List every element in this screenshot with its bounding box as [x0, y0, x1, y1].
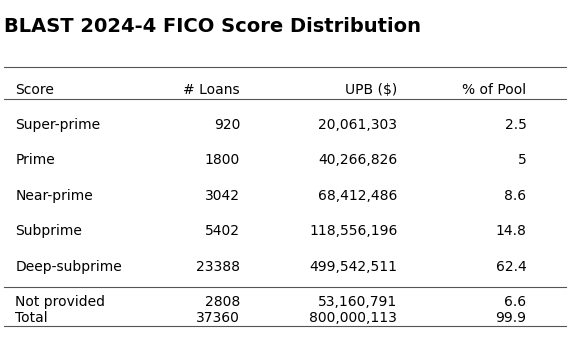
Text: BLAST 2024-4 FICO Score Distribution: BLAST 2024-4 FICO Score Distribution	[4, 17, 421, 36]
Text: Score: Score	[15, 83, 54, 97]
Text: 6.6: 6.6	[504, 295, 527, 309]
Text: 68,412,486: 68,412,486	[318, 188, 397, 203]
Text: 118,556,196: 118,556,196	[309, 224, 397, 238]
Text: 2808: 2808	[205, 295, 240, 309]
Text: 920: 920	[214, 118, 240, 131]
Text: 20,061,303: 20,061,303	[318, 118, 397, 131]
Text: 40,266,826: 40,266,826	[318, 153, 397, 167]
Text: Not provided: Not provided	[15, 295, 105, 309]
Text: 800,000,113: 800,000,113	[310, 311, 397, 326]
Text: 99.9: 99.9	[495, 311, 527, 326]
Text: Super-prime: Super-prime	[15, 118, 100, 131]
Text: Near-prime: Near-prime	[15, 188, 93, 203]
Text: 23388: 23388	[196, 259, 240, 274]
Text: 37360: 37360	[196, 311, 240, 326]
Text: 53,160,791: 53,160,791	[318, 295, 397, 309]
Text: 3042: 3042	[205, 188, 240, 203]
Text: 14.8: 14.8	[496, 224, 527, 238]
Text: % of Pool: % of Pool	[462, 83, 527, 97]
Text: 5: 5	[518, 153, 527, 167]
Text: Subprime: Subprime	[15, 224, 82, 238]
Text: Deep-subprime: Deep-subprime	[15, 259, 122, 274]
Text: 5402: 5402	[205, 224, 240, 238]
Text: Total: Total	[15, 311, 48, 326]
Text: 62.4: 62.4	[496, 259, 527, 274]
Text: 8.6: 8.6	[504, 188, 527, 203]
Text: # Loans: # Loans	[184, 83, 240, 97]
Text: UPB ($): UPB ($)	[345, 83, 397, 97]
Text: 499,542,511: 499,542,511	[310, 259, 397, 274]
Text: 1800: 1800	[205, 153, 240, 167]
Text: 2.5: 2.5	[504, 118, 527, 131]
Text: Prime: Prime	[15, 153, 55, 167]
